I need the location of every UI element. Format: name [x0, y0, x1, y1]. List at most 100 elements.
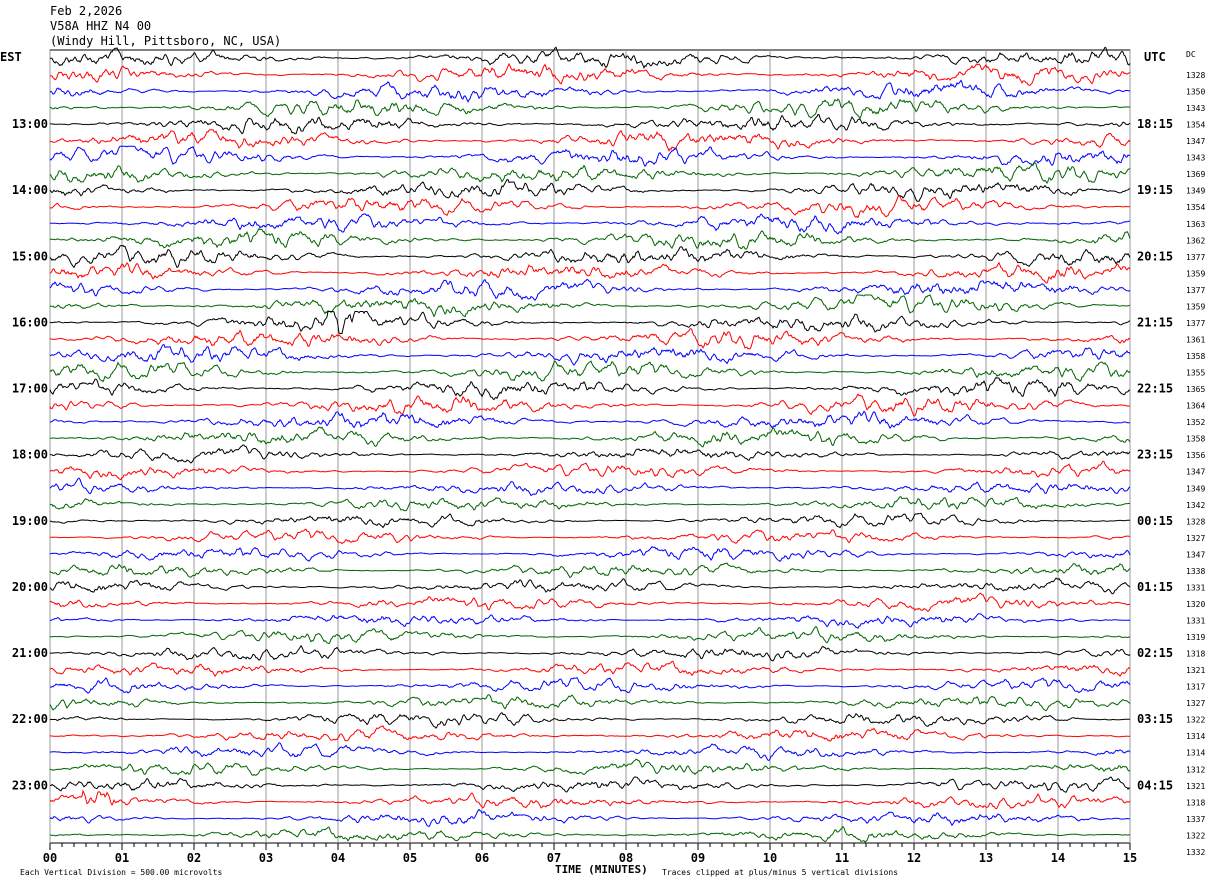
seismic-trace [49, 776, 1131, 793]
dc-offset-label: 1343 [1186, 154, 1205, 163]
dc-offset-label: 1322 [1186, 716, 1205, 725]
scale-note: Each Vertical Division = 500.00 microvol… [20, 868, 222, 877]
plot-frame [49, 49, 1131, 844]
seismic-trace [49, 113, 1131, 135]
seismic-trace [49, 477, 1131, 497]
dc-offset-label: 1320 [1186, 600, 1205, 609]
dc-offset-label: 1321 [1186, 782, 1205, 791]
seismic-trace [49, 660, 1131, 678]
dc-offset-label: 1347 [1186, 468, 1205, 477]
utc-hour-label: 21:15 [1137, 315, 1173, 329]
dc-offset-label: 1365 [1186, 385, 1205, 394]
est-hour-label: 13:00 [12, 117, 48, 131]
seismic-trace [49, 426, 1131, 448]
seismic-trace [49, 546, 1131, 563]
seismic-trace [49, 46, 1131, 70]
x-tick-label: 04 [331, 851, 345, 865]
dc-offset-label: 1322 [1186, 831, 1205, 840]
utc-hour-label: 23:15 [1137, 448, 1173, 462]
seismic-trace [49, 676, 1131, 694]
dc-offset-label: 1327 [1186, 534, 1205, 543]
dc-offset-label: 1347 [1186, 550, 1205, 559]
seismic-trace [49, 195, 1131, 219]
dc-offset-label: 1314 [1186, 732, 1205, 741]
dc-offset-label: 1358 [1186, 435, 1205, 444]
seismic-trace [49, 62, 1131, 86]
seismic-trace [49, 129, 1131, 153]
x-tick-label: 02 [187, 851, 201, 865]
utc-hour-label: 01:15 [1137, 580, 1173, 594]
left-timezone-label: EST [0, 50, 22, 64]
x-tick-label: 05 [403, 851, 417, 865]
dc-offset-label: 1332 [1186, 848, 1205, 857]
seismic-trace [49, 725, 1131, 742]
dc-offset-label: 1354 [1186, 203, 1205, 212]
dc-offset-label: 1338 [1186, 567, 1205, 576]
est-hour-label: 19:00 [12, 514, 48, 528]
x-tick-label: 10 [763, 851, 777, 865]
dc-offset-label: 1349 [1186, 187, 1205, 196]
x-tick-label: 15 [1123, 851, 1137, 865]
x-tick-label: 09 [691, 851, 705, 865]
dc-offset-label: 1318 [1186, 650, 1205, 659]
seismic-trace [49, 694, 1131, 712]
clip-note: Traces clipped at plus/minus 5 vertical … [662, 868, 898, 877]
seismic-trace [49, 228, 1131, 250]
x-tick-label: 00 [43, 851, 57, 865]
est-hour-label: 20:00 [12, 580, 48, 594]
dc-offset-label: 1358 [1186, 352, 1205, 361]
seismic-trace [50, 410, 1131, 430]
x-tick-label: 08 [619, 851, 633, 865]
seismic-trace [49, 261, 1131, 284]
est-hour-label: 14:00 [12, 183, 48, 197]
seismic-trace [49, 79, 1131, 103]
dc-offset-label: 1356 [1186, 451, 1205, 460]
dc-offset-label: 1319 [1186, 633, 1205, 642]
dc-offset-label: 1359 [1186, 269, 1205, 278]
x-tick-label: 01 [115, 851, 129, 865]
seismic-trace [49, 444, 1131, 464]
dc-offset-label: 1321 [1186, 666, 1205, 675]
dc-offset-label: 1355 [1186, 369, 1205, 378]
dc-offset-label: 1377 [1186, 286, 1205, 295]
dc-offset-label: 1362 [1186, 236, 1205, 245]
seismic-trace [49, 213, 1131, 235]
dc-offset-label: 1331 [1186, 616, 1205, 625]
right-timezone-label: UTC [1144, 50, 1166, 64]
utc-hour-label: 04:15 [1137, 778, 1173, 792]
x-axis-label: TIME (MINUTES) [555, 863, 648, 876]
dc-header: DC [1186, 50, 1196, 59]
seismic-trace [49, 294, 1131, 318]
dc-offset-label: 1327 [1186, 699, 1205, 708]
x-tick-label: 13 [979, 851, 993, 865]
dc-offset-label: 1350 [1186, 88, 1205, 97]
seismic-trace [49, 328, 1131, 350]
utc-hour-label: 03:15 [1137, 712, 1173, 726]
seismic-trace [49, 460, 1131, 481]
utc-hour-label: 00:15 [1137, 514, 1173, 528]
seismic-trace [49, 98, 1130, 120]
dc-offset-label: 1377 [1186, 319, 1205, 328]
seismic-trace [49, 562, 1131, 579]
seismic-trace [49, 825, 1131, 843]
seismic-trace [49, 625, 1131, 645]
seismic-trace [49, 162, 1131, 185]
seismic-trace [49, 244, 1131, 269]
est-hour-label: 21:00 [12, 646, 48, 660]
utc-hour-label: 20:15 [1137, 249, 1173, 263]
dc-offset-label: 1331 [1186, 583, 1205, 592]
seismic-trace [49, 592, 1131, 613]
header-station: V58A HHZ N4 00 [50, 19, 152, 33]
dc-offset-label: 1369 [1186, 170, 1205, 179]
dc-offset-label: 1363 [1186, 220, 1205, 229]
dc-offset-label: 1318 [1186, 798, 1205, 807]
dc-offset-label: 1361 [1186, 335, 1205, 344]
seismic-trace [49, 808, 1131, 828]
dc-offset-label: 1328 [1186, 71, 1205, 80]
x-tick-label: 03 [259, 851, 273, 865]
utc-hour-label: 02:15 [1137, 646, 1173, 660]
seismic-trace [49, 712, 1131, 729]
dc-offset-label: 1317 [1186, 683, 1205, 692]
dc-offset-label: 1377 [1186, 253, 1205, 262]
